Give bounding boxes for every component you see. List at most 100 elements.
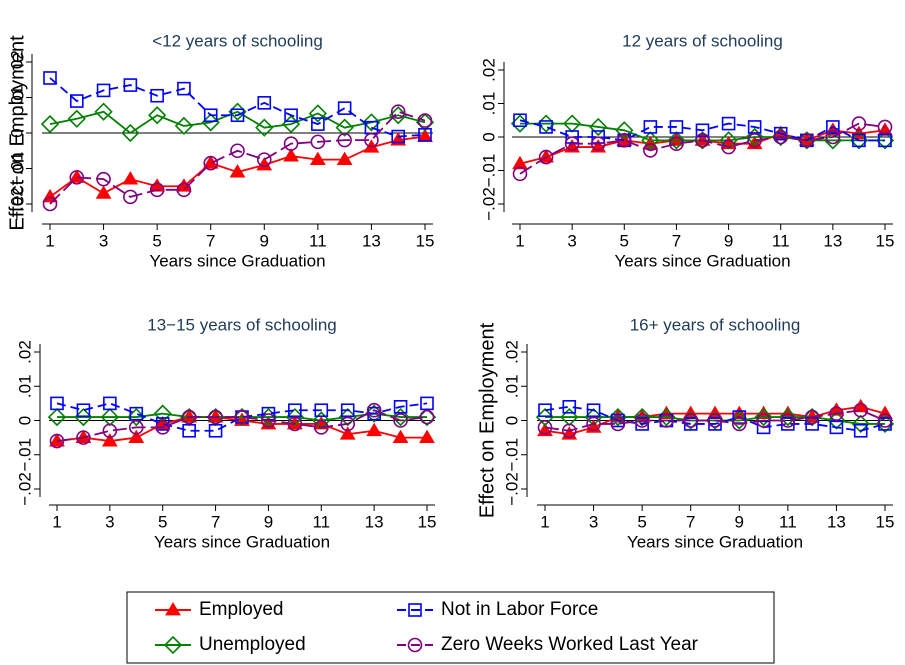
marker	[853, 402, 869, 418]
marker	[562, 399, 577, 414]
legend-label: Unemployed	[199, 634, 306, 655]
marker	[747, 120, 762, 134]
marker	[288, 403, 302, 418]
marker	[96, 83, 111, 98]
marker	[590, 136, 606, 151]
marker	[287, 416, 303, 432]
y-tick-label: −.01	[15, 438, 34, 472]
x-tick-label: 5	[158, 512, 167, 531]
x-tick-label: 1	[52, 512, 61, 531]
marker	[102, 423, 118, 439]
x-tick-label: 13	[365, 512, 384, 531]
marker	[100, 407, 119, 427]
series-line	[544, 409, 886, 432]
marker	[513, 113, 527, 128]
x-tick-label: 3	[105, 512, 114, 531]
marker	[256, 156, 273, 171]
marker	[589, 117, 608, 137]
y-tick-label: .02	[15, 340, 34, 364]
series-line	[56, 409, 428, 442]
x-tick-label: 13	[823, 231, 842, 250]
marker	[826, 120, 840, 134]
marker	[695, 123, 710, 138]
x-tick-label: 9	[260, 231, 269, 250]
marker	[230, 108, 245, 123]
marker	[176, 182, 192, 198]
marker	[878, 133, 892, 148]
marker	[393, 399, 408, 414]
marker	[76, 403, 91, 418]
y-tick-label: 0	[7, 128, 26, 137]
marker	[634, 413, 650, 428]
y-axis-title: Effect on Employment	[6, 35, 28, 231]
marker	[310, 134, 326, 150]
marker	[799, 133, 815, 148]
marker	[659, 413, 674, 428]
marker	[754, 407, 773, 427]
marker	[123, 189, 138, 205]
x-tick-label: 11	[779, 512, 797, 531]
marker	[203, 155, 219, 171]
y-tick-label: −.02	[15, 472, 34, 506]
marker	[229, 164, 246, 178]
marker	[695, 133, 710, 148]
x-tick-label: 5	[637, 512, 646, 531]
marker	[95, 185, 112, 199]
legend-marker	[163, 635, 183, 655]
x-tick-label: 9	[735, 512, 744, 531]
x-tick-label: 5	[152, 231, 161, 250]
x-tick-label: 9	[264, 512, 273, 531]
y-tick-label: .02	[502, 340, 521, 364]
x-tick-label: 11	[312, 512, 330, 531]
x-tick-label: 5	[620, 231, 629, 250]
marker	[149, 182, 165, 198]
marker	[391, 129, 406, 144]
marker	[313, 420, 329, 435]
series-line	[49, 77, 426, 138]
marker	[67, 109, 86, 128]
x-tick-label: 9	[724, 231, 733, 250]
marker	[309, 151, 326, 166]
marker	[561, 423, 577, 439]
marker	[335, 118, 354, 137]
marker	[337, 101, 352, 115]
marker	[641, 131, 660, 150]
marker	[311, 117, 325, 131]
x-tick-label: 3	[589, 512, 598, 531]
marker	[669, 136, 684, 151]
marker	[155, 420, 171, 435]
marker	[182, 423, 196, 438]
marker	[512, 155, 528, 170]
legend-label: Zero Weeks Worked Last Year	[441, 634, 699, 655]
x-axis-title: Years since Graduation	[627, 532, 803, 551]
marker	[773, 129, 789, 145]
marker	[745, 127, 764, 147]
marker	[634, 409, 651, 423]
y-tick-label: .01	[7, 86, 26, 110]
marker	[610, 416, 626, 432]
y-tick-label: 0	[502, 416, 521, 425]
marker	[823, 131, 842, 150]
marker	[312, 411, 331, 430]
legend-label: Employed	[199, 599, 284, 620]
marker	[255, 118, 274, 137]
y-tick-label: −.01	[7, 152, 26, 186]
y-tick-label: −.02	[7, 187, 26, 221]
marker	[877, 119, 893, 135]
marker	[828, 402, 845, 416]
y-axis-title: Effect on Employment	[476, 322, 498, 518]
y-tick-label: .01	[15, 374, 34, 398]
marker	[719, 131, 738, 150]
marker	[261, 413, 276, 428]
marker	[853, 423, 868, 438]
marker	[804, 409, 820, 425]
y-tick-label: −.02	[502, 472, 521, 506]
series-line	[56, 402, 428, 432]
marker	[234, 409, 250, 425]
marker	[731, 416, 747, 432]
marker	[586, 403, 601, 418]
marker	[694, 132, 711, 146]
legend-label: Not in Labor Force	[441, 599, 598, 620]
marker	[851, 116, 867, 131]
marker	[129, 406, 144, 421]
